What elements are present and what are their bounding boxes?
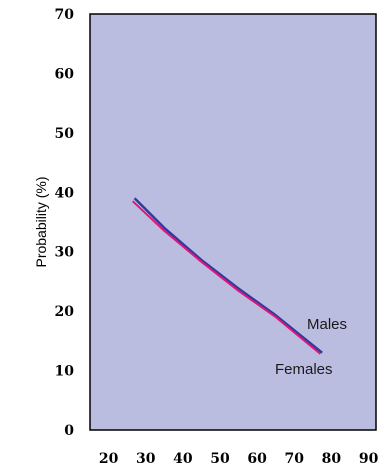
series-label-males: Males	[307, 316, 347, 333]
x-tick-label: 20	[99, 451, 119, 466]
y-tick-label: 60	[55, 66, 75, 82]
x-axis-ticks: 20 30 40 50 60 70 80 90	[99, 451, 379, 466]
y-tick-label: 50	[55, 126, 75, 142]
x-tick-label: 80	[322, 451, 342, 466]
y-tick-label: 40	[55, 185, 75, 201]
plot-area	[89, 13, 377, 431]
x-tick-label: 90	[359, 451, 379, 466]
y-tick-label: 10	[55, 364, 75, 380]
x-tick-label: 30	[136, 451, 156, 466]
y-axis-title: Probability (%)	[33, 176, 49, 267]
y-tick-label: 70	[55, 7, 75, 23]
series-line-females	[132, 200, 321, 355]
x-tick-label: 70	[285, 451, 305, 466]
series-lines	[132, 197, 323, 355]
series-label-females: Females	[275, 361, 333, 378]
x-tick-label: 40	[173, 451, 193, 466]
y-tick-label: 20	[55, 304, 75, 320]
y-axis-ticks: 0 10 20 30 40 50 60 70	[55, 7, 75, 439]
series-line-males	[133, 197, 323, 354]
x-tick-label: 50	[210, 451, 230, 466]
y-tick-label: 0	[64, 423, 74, 439]
y-tick-label: 30	[55, 245, 75, 261]
x-tick-label: 60	[247, 451, 267, 466]
